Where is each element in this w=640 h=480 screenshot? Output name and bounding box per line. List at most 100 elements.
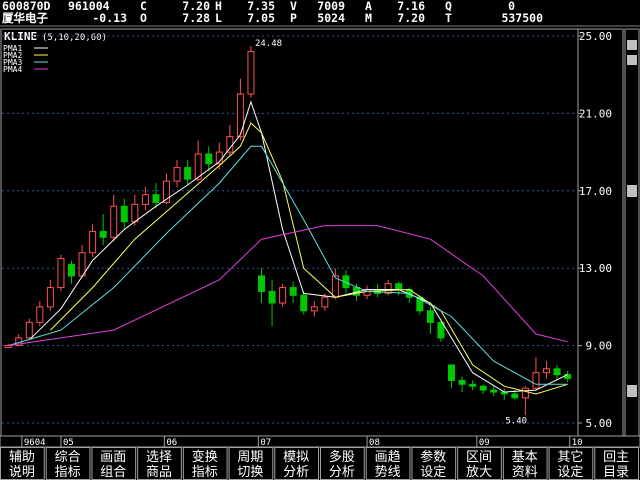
scroll-button[interactable] xyxy=(627,40,637,50)
menu-button-label: 多股 xyxy=(329,449,355,465)
candle-body xyxy=(247,50,255,95)
candle-body xyxy=(36,306,44,323)
header-field: T xyxy=(445,11,452,25)
candle-body xyxy=(163,180,170,203)
candle-body xyxy=(543,368,550,374)
candle-body xyxy=(205,153,213,165)
x-tick-label: 07 xyxy=(260,438,271,448)
header-field: Q xyxy=(445,0,452,13)
menu-button-label: 指标 xyxy=(192,465,218,480)
menu-button-label: 放大 xyxy=(466,465,492,480)
candle-body xyxy=(110,205,118,238)
header-field: 537500 xyxy=(501,11,543,25)
scroll-button[interactable] xyxy=(627,385,637,397)
candle-body xyxy=(289,287,297,296)
menu-button-frame xyxy=(320,447,365,480)
candle-body xyxy=(141,194,149,205)
candle-body xyxy=(268,290,276,304)
legend-label: PMA1 xyxy=(3,44,22,53)
menu-button-frame xyxy=(594,447,639,480)
menu-button-label: 设定 xyxy=(420,465,446,480)
candle-body xyxy=(458,379,466,385)
x-tick-label: 09 xyxy=(479,438,490,448)
menu-button-frame xyxy=(548,447,594,480)
legend-label: PMA2 xyxy=(3,51,22,60)
y-tick-label: 21.00 xyxy=(579,107,612,120)
x-tick-label: 9604 xyxy=(24,438,46,448)
menu-button-frame xyxy=(502,447,548,480)
candle-body xyxy=(490,389,498,393)
menu-button-label: 基本 xyxy=(512,450,538,465)
y-tick-label: 25.00 xyxy=(579,30,612,43)
candle-body xyxy=(553,368,561,376)
candle-body xyxy=(279,287,287,304)
candle-body xyxy=(448,364,455,381)
candle-body xyxy=(532,372,540,389)
candle-body xyxy=(437,321,445,339)
ma-line xyxy=(28,100,568,393)
candle-body xyxy=(173,167,181,182)
menu-button-label: 参数 xyxy=(420,449,446,465)
x-tick-label: 08 xyxy=(369,438,380,448)
header-field: 961004 xyxy=(68,0,110,13)
side-panel-frame xyxy=(624,28,640,437)
x-tick-label: 10 xyxy=(572,438,583,448)
menu-button-frame xyxy=(137,447,182,480)
candle-body xyxy=(120,205,128,223)
candle-body xyxy=(469,383,477,387)
menu-button-label: 画趋 xyxy=(375,450,401,465)
header-field: 5024 xyxy=(317,11,345,25)
header-field: P xyxy=(290,11,297,25)
candle-body xyxy=(131,203,139,223)
header-field: 7.16 xyxy=(397,0,425,13)
candle-body xyxy=(46,287,54,308)
menu-button-label: 切换 xyxy=(237,465,263,480)
chart-subtitle: (5,10,20,60) xyxy=(42,33,107,43)
header-field: V xyxy=(290,0,297,13)
menu-button-frame xyxy=(365,447,411,480)
extreme-label: 5.40 xyxy=(505,416,527,426)
candle-body xyxy=(152,194,160,203)
candle-body xyxy=(426,310,434,323)
candle-body xyxy=(395,283,403,290)
menu-button-label: 分析 xyxy=(329,465,355,480)
scroll-button[interactable] xyxy=(627,55,637,65)
menu-button-label: 辅助 xyxy=(9,450,35,465)
x-tick-label: 06 xyxy=(166,438,177,448)
menu-button-label: 资料 xyxy=(512,465,538,480)
candle-body xyxy=(99,230,107,238)
x-tick-label: 05 xyxy=(63,438,74,448)
header-field: 7.28 xyxy=(182,11,210,25)
y-tick-label: 9.00 xyxy=(586,340,613,353)
menu-button-label: 画面 xyxy=(100,450,126,465)
y-tick-label: 5.00 xyxy=(586,417,613,430)
menu-button-frame xyxy=(182,447,228,480)
header-field: 7.05 xyxy=(247,11,275,25)
candle-body xyxy=(416,296,424,312)
menu-button-label: 设定 xyxy=(557,465,583,480)
header-field: 600870D xyxy=(2,0,51,13)
candle-body xyxy=(57,258,65,289)
candle-body xyxy=(300,294,308,312)
header-field: 7.20 xyxy=(182,0,210,13)
scroll-button[interactable] xyxy=(627,185,637,197)
menu-button-label: 其它 xyxy=(557,449,583,465)
menu-button-label: 选择 xyxy=(146,450,172,465)
header-field: M xyxy=(365,11,372,25)
header-field: -0.13 xyxy=(92,11,127,25)
